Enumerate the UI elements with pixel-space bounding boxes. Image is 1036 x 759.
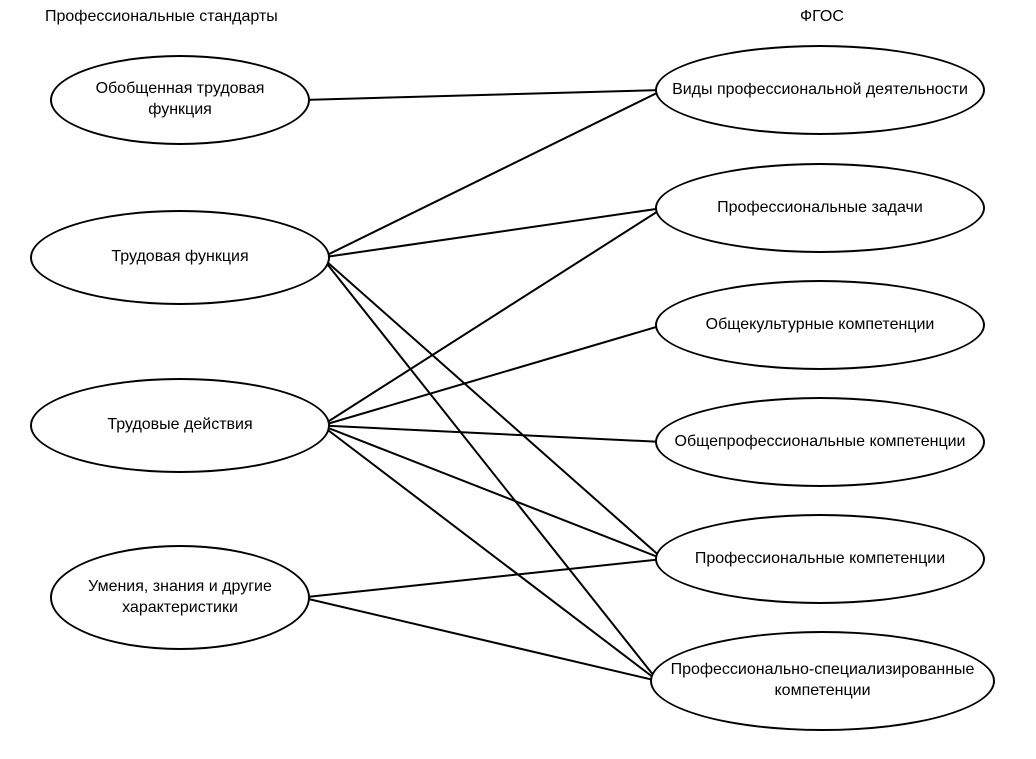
- left-node-label-1: Трудовая функция: [111, 247, 248, 268]
- left-node-label-3: Умения, знания и другие характеристики: [62, 577, 298, 619]
- right-node-label-0: Виды профессиональной деятельности: [672, 80, 968, 101]
- right-node-label-4: Профессиональные компетенции: [695, 549, 945, 570]
- left-node-0: Обобщенная трудовая функция: [50, 55, 310, 145]
- right-node-label-5: Профессионально-специализированные компе…: [662, 660, 983, 702]
- left-node-label-2: Трудовые действия: [107, 415, 252, 436]
- right-node-1: Профессиональные задачи: [655, 163, 985, 253]
- edge-L1-R1: [302, 90, 663, 100]
- left-node-2: Трудовые действия: [30, 378, 330, 473]
- edge-L3-R5: [322, 426, 663, 560]
- edge-L2-R6: [322, 258, 658, 682]
- left-node-3: Умения, знания и другие характеристики: [50, 545, 310, 650]
- right-node-2: Общекультурные компетенции: [655, 280, 985, 370]
- right-node-label-1: Профессиональные задачи: [717, 198, 923, 219]
- left-node-label-0: Обобщенная трудовая функция: [62, 79, 298, 121]
- left-node-1: Трудовая функция: [30, 210, 330, 305]
- right-node-label-3: Общепрофессиональные компетенции: [675, 432, 966, 453]
- header-right: ФГОС: [800, 8, 844, 26]
- edge-L2-R1: [322, 90, 663, 258]
- header-left: Профессиональные стандарты: [45, 8, 278, 26]
- right-node-label-2: Общекультурные компетенции: [706, 315, 935, 336]
- right-node-4: Профессиональные компетенции: [655, 514, 985, 604]
- edge-L4-R6: [302, 598, 658, 682]
- right-node-5: Профессионально-специализированные компе…: [650, 631, 995, 731]
- right-node-3: Общепрофессиональные компетенции: [655, 397, 985, 487]
- edge-L3-R3: [322, 325, 663, 426]
- edge-L4-R5: [302, 559, 663, 598]
- edge-L3-R6: [322, 426, 658, 682]
- right-node-0: Виды профессиональной деятельности: [655, 45, 985, 135]
- edge-L3-R4: [322, 426, 663, 443]
- edge-L3-R2: [322, 208, 663, 426]
- edge-L2-R2: [322, 208, 663, 258]
- edge-L2-R5: [322, 258, 663, 560]
